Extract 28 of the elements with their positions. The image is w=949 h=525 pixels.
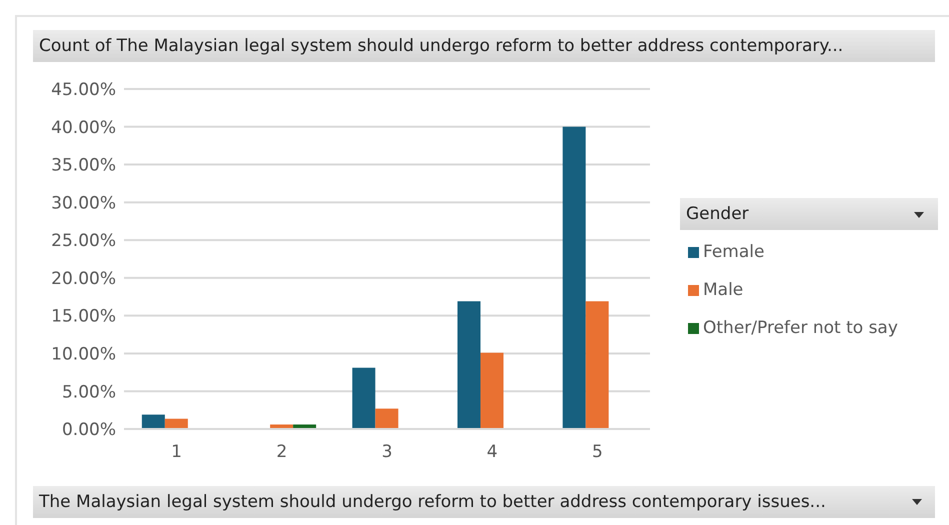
- bar: [375, 408, 398, 429]
- y-tick-label: 25.00%: [51, 231, 116, 252]
- bar: [586, 301, 609, 429]
- x-tick-label: 4: [486, 442, 498, 462]
- y-tick-label: 45.00%: [51, 80, 116, 100]
- y-tick-label: 5.00%: [62, 382, 116, 402]
- legend-label: Female: [702, 242, 766, 262]
- bar: [457, 301, 480, 429]
- legend-title: Gender: [680, 198, 938, 230]
- legend-label: Other/Prefer not to say: [702, 318, 899, 338]
- x-tick-label: 1: [171, 442, 182, 462]
- y-tick-label: 30.00%: [51, 193, 116, 214]
- y-tick-label: 0.00%: [62, 420, 116, 440]
- y-tick-label: 35.00%: [51, 156, 116, 176]
- y-tick-label: 40.00%: [51, 118, 116, 138]
- bar: [480, 352, 504, 429]
- x-tick-label: 3: [382, 442, 392, 462]
- x-tick-label: 2: [276, 442, 288, 462]
- bar: [142, 414, 165, 429]
- bar: [562, 126, 586, 429]
- y-tick-label: 15.00%: [51, 306, 116, 327]
- legend-label: Male: [702, 280, 744, 300]
- y-tick-label: 10.00%: [51, 344, 116, 364]
- bar: [352, 368, 376, 429]
- chart-title: Count of The Malaysian legal system should undergo reform to better address contemporary...: [33, 30, 935, 62]
- x-tick-label: 5: [592, 442, 603, 462]
- x-axis-title: The Malaysian legal system should undergo reform to better address contemporary issues...: [33, 486, 935, 518]
- y-tick-label: 20.00%: [51, 268, 116, 289]
